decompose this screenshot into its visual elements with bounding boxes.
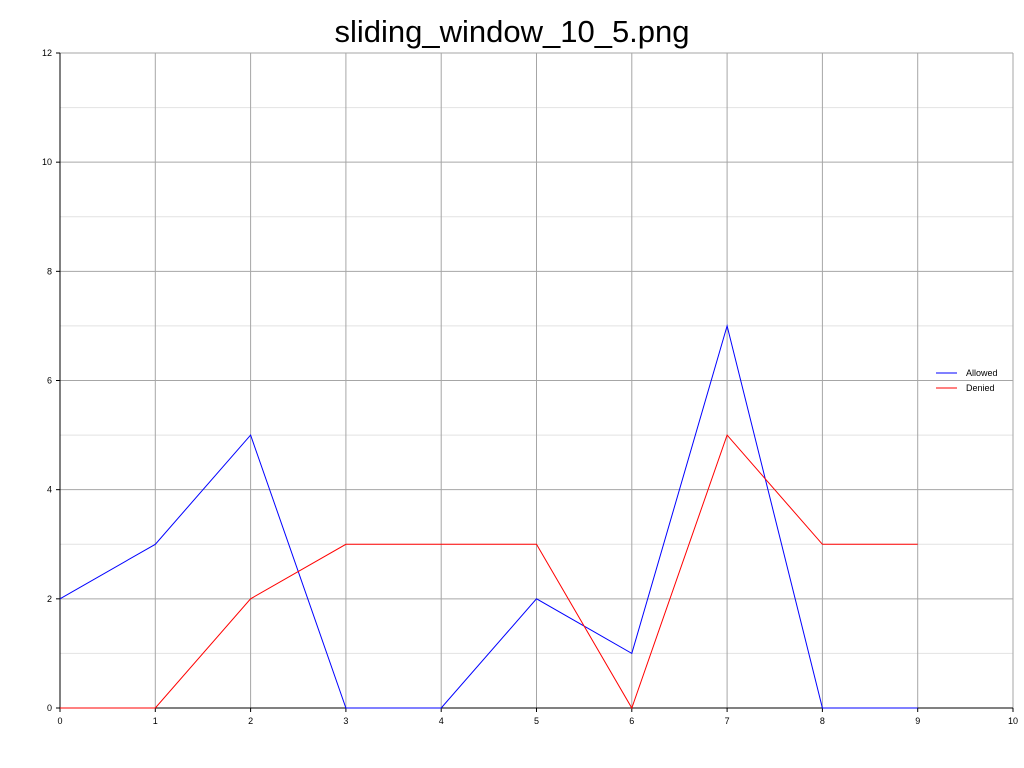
y-tick-label: 12 (42, 48, 52, 58)
x-tick-label: 10 (1008, 716, 1018, 726)
y-tick-label: 2 (47, 594, 52, 604)
legend: Allowed Denied (936, 368, 998, 393)
series-line-allowed (59, 323, 918, 709)
legend-label-denied: Denied (966, 383, 995, 393)
y-tick-label: 10 (42, 157, 52, 167)
legend-label-allowed: Allowed (966, 368, 998, 378)
series-lines (59, 323, 918, 710)
y-tick-label: 4 (47, 485, 52, 495)
y-tick-label: 0 (47, 703, 52, 713)
x-tick-label: 7 (725, 716, 730, 726)
x-tick-label: 6 (629, 716, 634, 726)
x-tick-label: 3 (343, 716, 348, 726)
series-line-denied (60, 434, 918, 710)
x-tick-label: 1 (153, 716, 158, 726)
y-tick-label: 8 (47, 266, 52, 276)
x-tick-label: 9 (915, 716, 920, 726)
y-tick-label: 6 (47, 376, 52, 386)
x-tick-label: 2 (248, 716, 253, 726)
grid (60, 52, 1014, 708)
chart-title: sliding_window_10_5.png (334, 14, 689, 49)
x-tick-label: 8 (820, 716, 825, 726)
x-tick-label: 5 (534, 716, 539, 726)
x-tick-label: 4 (439, 716, 444, 726)
x-tick-label: 0 (57, 716, 62, 726)
